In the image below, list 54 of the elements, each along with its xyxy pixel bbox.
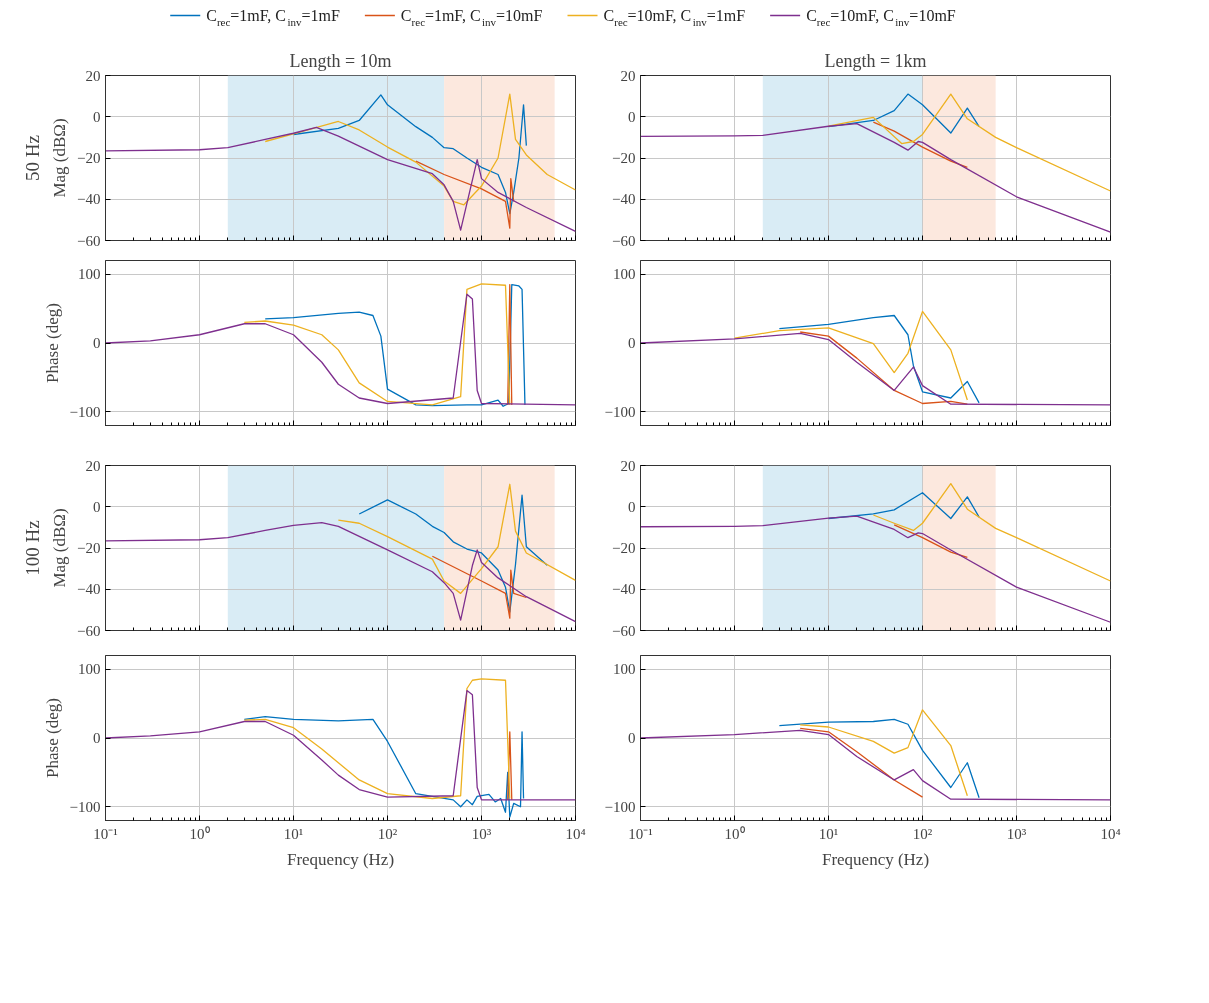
x-axis-title: Frequency (Hz) <box>821 849 930 869</box>
x-tick-label: 10² <box>377 825 398 842</box>
y-tick-label: −20 <box>77 540 101 556</box>
y-tick-label: 0 <box>93 108 101 125</box>
y-tick-label: −40 <box>612 191 636 208</box>
y-tick-label: −40 <box>612 581 636 598</box>
x-tick-label: 10⁴ <box>565 825 586 842</box>
y-tick-label: 100 <box>613 661 636 678</box>
x-tick-label: 10⁰ <box>189 825 210 842</box>
text: 100 Hz <box>21 520 43 576</box>
y-tick-label: −100 <box>604 798 636 815</box>
y-tick-label: 0 <box>93 335 101 351</box>
y-tick-label: −20 <box>612 540 636 556</box>
y-tick-label: −60 <box>77 622 101 639</box>
y-tick-label: −100 <box>69 403 101 420</box>
y-tick-label: 100 <box>78 661 101 678</box>
x-tick-label: 10⁰ <box>724 825 745 842</box>
y-tick-label: −40 <box>77 191 101 208</box>
y-tick-label: 0 <box>93 498 101 515</box>
y-tick-label: 0 <box>628 108 636 125</box>
y-tick-label: −60 <box>612 232 636 249</box>
x-tick-label: 10³ <box>1006 825 1027 842</box>
x-tick-label: 10⁻¹ <box>93 825 118 842</box>
y-tick-label: −60 <box>612 622 636 639</box>
x-tick-label: 10¹ <box>818 825 839 842</box>
y-axis-title: Phase (deg) <box>42 698 62 778</box>
y-tick-label: 20 <box>620 67 636 84</box>
y-tick-label: 20 <box>85 67 101 84</box>
y-tick-label: −20 <box>77 150 101 166</box>
chart-title: Length = 1km <box>824 50 927 71</box>
y-tick-label: 0 <box>628 730 636 746</box>
y-tick-label: 20 <box>620 457 636 474</box>
y-tick-label: 0 <box>93 730 101 746</box>
y-tick-label: 100 <box>613 266 636 283</box>
x-tick-label: 10¹ <box>283 825 304 842</box>
x-axis-title: Frequency (Hz) <box>286 849 395 869</box>
text: 50 Hz <box>21 135 43 181</box>
x-tick-label: 10³ <box>471 825 492 842</box>
chart-title: Length = 10m <box>289 50 392 71</box>
y-tick-label: 20 <box>85 457 101 474</box>
y-tick-label: −40 <box>77 581 101 598</box>
y-tick-label: −60 <box>77 232 101 249</box>
x-tick-label: 10⁻¹ <box>628 825 653 842</box>
y-axis-title: Phase (deg) <box>42 303 62 383</box>
x-tick-label: 10⁴ <box>1100 825 1121 842</box>
y-tick-label: 100 <box>78 266 101 283</box>
y-tick-label: 0 <box>628 498 636 515</box>
y-tick-label: −100 <box>69 798 101 815</box>
y-tick-label: −20 <box>612 150 636 166</box>
y-axis-title: Mag (dBΩ) <box>50 118 70 198</box>
x-tick-label: 10² <box>912 825 933 842</box>
y-axis-title: Mag (dBΩ) <box>50 508 70 588</box>
y-tick-label: 0 <box>628 335 636 351</box>
y-tick-label: −100 <box>604 403 636 420</box>
